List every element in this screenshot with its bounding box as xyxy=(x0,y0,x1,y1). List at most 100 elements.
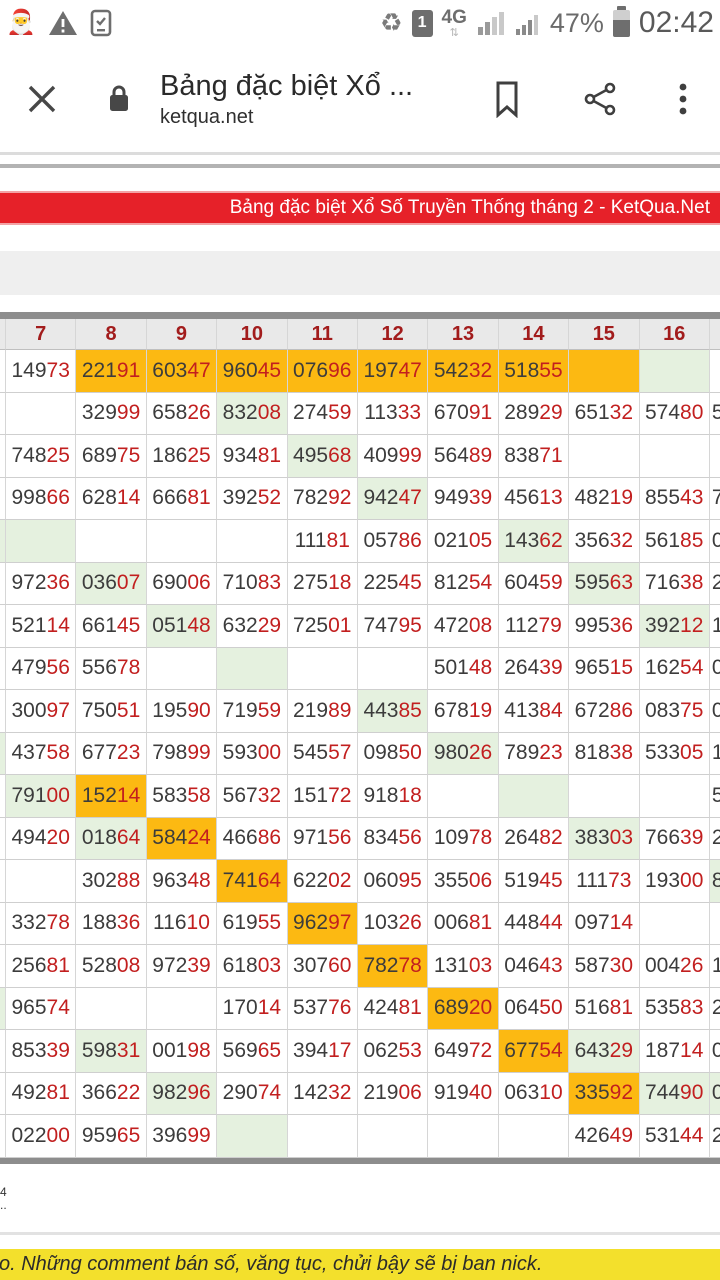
number-suffix: 25 xyxy=(46,443,70,467)
number-suffix: 32 xyxy=(468,358,493,382)
table-cell: 593 00 xyxy=(217,732,288,775)
number-suffix: 03 xyxy=(609,826,634,850)
partial-cell-left xyxy=(0,690,6,733)
number-suffix: 89 xyxy=(468,443,493,467)
table-cell xyxy=(498,1115,570,1158)
number-suffix: 30 xyxy=(609,953,634,977)
number-suffix: 99 xyxy=(398,443,422,467)
column-header: 13 xyxy=(428,319,499,350)
table-cell: 661 45 xyxy=(76,605,147,648)
number-prefix: 186 xyxy=(152,443,188,467)
table-cell: 995 36 xyxy=(569,605,640,648)
number-prefix: 919 xyxy=(433,1081,469,1105)
table-cell: 690 06 xyxy=(146,562,218,605)
partial-cell-right: 8 xyxy=(709,860,720,903)
number-suffix: 39 xyxy=(187,953,211,977)
partial-digit: 2 xyxy=(712,1124,720,1148)
table-cell: 980 26 xyxy=(428,732,499,775)
close-tab-button[interactable] xyxy=(14,81,70,117)
table-cell: 677 23 xyxy=(76,732,147,775)
number-suffix: 36 xyxy=(116,911,141,935)
partial-cell-right: 1 xyxy=(709,945,720,988)
number-suffix: 81 xyxy=(398,996,422,1020)
table-cell: 501 48 xyxy=(428,647,499,690)
partial-digit: 2 xyxy=(712,826,720,850)
number-prefix: 689 xyxy=(433,996,469,1020)
number-prefix: 466 xyxy=(222,826,258,850)
table-cell: 672 86 xyxy=(569,690,640,733)
table-cell: 383 03 xyxy=(569,817,640,860)
number-suffix: 81 xyxy=(609,996,634,1020)
table-cell xyxy=(639,435,710,478)
number-prefix: 982 xyxy=(152,1081,188,1105)
number-suffix: 18 xyxy=(328,571,352,595)
table-cell: 355 06 xyxy=(428,860,499,903)
partial-digit: 2 xyxy=(712,996,720,1020)
table-cell: 518 55 xyxy=(498,350,570,393)
bookmark-button[interactable] xyxy=(492,80,522,118)
partial-cell-left xyxy=(0,1115,6,1158)
number-prefix: 604 xyxy=(504,571,540,595)
number-suffix: 52 xyxy=(257,486,282,510)
page-title-block[interactable]: Bảng đặc biệt Xổ ... ketqua.net xyxy=(160,70,413,129)
number-prefix: 980 xyxy=(433,741,469,765)
number-prefix: 972 xyxy=(152,953,188,977)
number-suffix: 43 xyxy=(680,486,704,510)
number-prefix: 022 xyxy=(11,1123,47,1147)
number-suffix: 78 xyxy=(46,911,70,935)
column-header: 9 xyxy=(146,319,218,350)
table-cell xyxy=(6,520,77,563)
number-suffix: 92 xyxy=(609,1081,634,1105)
number-suffix: 72 xyxy=(468,1038,493,1062)
number-prefix: 949 xyxy=(433,486,469,510)
number-suffix: 59 xyxy=(539,571,563,595)
table-cell: 004 26 xyxy=(639,945,710,988)
number-prefix: 302 xyxy=(81,868,117,892)
number-prefix: 057 xyxy=(363,528,399,552)
number-prefix: 264 xyxy=(504,656,540,680)
table-cell xyxy=(217,647,288,690)
signal-bars-icon xyxy=(477,12,504,35)
partial-cell-left xyxy=(0,605,6,648)
table-cell: 998 66 xyxy=(6,477,77,520)
site-security-button[interactable] xyxy=(106,83,132,115)
number-prefix: 782 xyxy=(363,953,399,977)
number-prefix: 018 xyxy=(81,826,117,850)
table-cell: 834 56 xyxy=(357,817,429,860)
number-prefix: 649 xyxy=(433,1038,469,1062)
table-cell: 832 08 xyxy=(217,392,288,435)
number-suffix: 56 xyxy=(46,656,70,680)
number-prefix: 188 xyxy=(81,911,117,935)
number-suffix: 75 xyxy=(680,698,704,722)
number-prefix: 495 xyxy=(293,443,329,467)
number-prefix: 472 xyxy=(433,613,469,637)
number-prefix: 603 xyxy=(152,358,188,382)
comment-rules-text: o. Những comment bán số, văng tục, chửi … xyxy=(0,1253,543,1275)
table-cell: 197 47 xyxy=(357,350,429,393)
share-button[interactable] xyxy=(582,81,618,117)
number-prefix: 290 xyxy=(222,1081,258,1105)
table-cell: 689 75 xyxy=(76,435,147,478)
table-row: 965 74 170 14 537 76 424 81 689 20 064 50 516 81 535 83… xyxy=(0,987,720,1030)
number-suffix: 36 xyxy=(609,613,634,637)
table-cell: 022 00 xyxy=(6,1115,77,1158)
menu-button[interactable] xyxy=(678,81,688,117)
number-suffix: 32 xyxy=(328,1081,352,1105)
number-prefix: 818 xyxy=(574,741,610,765)
partial-digit: 2 xyxy=(712,571,720,595)
table-cell: 448 44 xyxy=(498,902,570,945)
number-suffix: 06 xyxy=(187,571,211,595)
table-cell: 495 68 xyxy=(287,435,358,478)
table-cell: 409 99 xyxy=(357,435,429,478)
number-suffix: 82 xyxy=(539,826,563,850)
table-cell: 437 58 xyxy=(6,732,77,775)
partial-cell-right: 2 xyxy=(709,987,720,1030)
number-prefix: 643 xyxy=(574,1038,610,1062)
partial-cell-left xyxy=(0,902,6,945)
number-prefix: 109 xyxy=(433,826,469,850)
number-suffix: 00 xyxy=(680,868,704,892)
table-cell: 561 85 xyxy=(639,520,710,563)
table-cell: 221 91 xyxy=(76,350,147,393)
table-cell: 076 96 xyxy=(287,350,358,393)
number-suffix: 26 xyxy=(398,911,422,935)
